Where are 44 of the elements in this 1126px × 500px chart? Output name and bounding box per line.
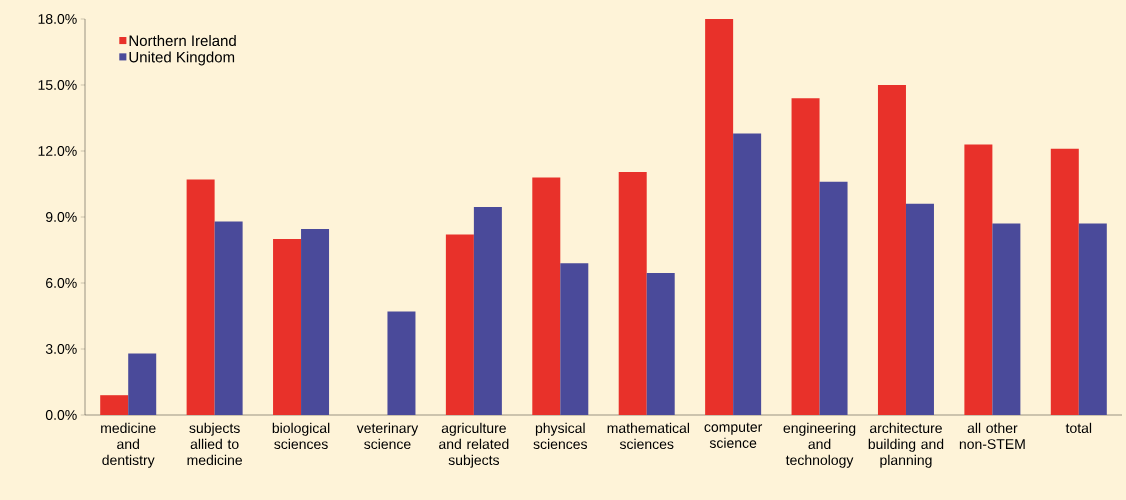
x-tick-label: subjects allied to medicine: [187, 422, 243, 466]
bar: [1078, 223, 1107, 415]
bar: [705, 19, 734, 415]
x-tick-label: computer science: [704, 422, 763, 448]
bar: [646, 273, 675, 415]
bar: [992, 223, 1021, 415]
bar: [964, 144, 993, 415]
legend-label: Northern Ireland: [129, 35, 236, 47]
y-tick-label: 6.0%: [46, 278, 77, 288]
bar: [791, 98, 820, 415]
x-tick-label: architecture building and planning: [868, 422, 944, 468]
x-tick-label: agriculture and related subjects: [439, 422, 509, 468]
bar: [273, 239, 302, 415]
y-tick-label: 9.0%: [45, 212, 77, 222]
x-tick-label: biological sciences: [272, 422, 330, 450]
x-tick-label: medicine and dentistry: [101, 422, 156, 468]
bar: [905, 203, 934, 415]
bar: [532, 177, 561, 415]
bar: [100, 395, 129, 415]
bar: [733, 133, 762, 415]
bar: [560, 263, 589, 415]
x-tick-label: all other non-STEM: [959, 422, 1025, 450]
bar: [214, 221, 243, 415]
x-tick-label: mathematical sciences: [607, 422, 690, 450]
x-tick-label: total: [1065, 422, 1092, 434]
bar: [186, 179, 215, 415]
bar: [877, 85, 906, 415]
bar: [387, 311, 416, 415]
legend-label: United Kingdom: [129, 51, 235, 66]
y-tick-label: 0.0%: [45, 410, 77, 420]
x-tick-label: engineering and technology: [783, 422, 856, 468]
x-tick-label: veterinary science: [356, 422, 419, 450]
y-tick-label: 3.0%: [45, 344, 77, 354]
y-tick-label: 18.0%: [38, 14, 77, 24]
bar: [819, 181, 848, 415]
y-tick-label: 15.0%: [38, 80, 77, 90]
bar: [128, 353, 157, 415]
bar: [1050, 148, 1079, 415]
bar: [445, 234, 474, 415]
bar: [618, 171, 647, 415]
bar: [473, 207, 502, 415]
bar: [301, 229, 330, 415]
x-tick-label: physical sciences: [533, 422, 588, 450]
y-tick-label: 12.0%: [38, 146, 77, 156]
